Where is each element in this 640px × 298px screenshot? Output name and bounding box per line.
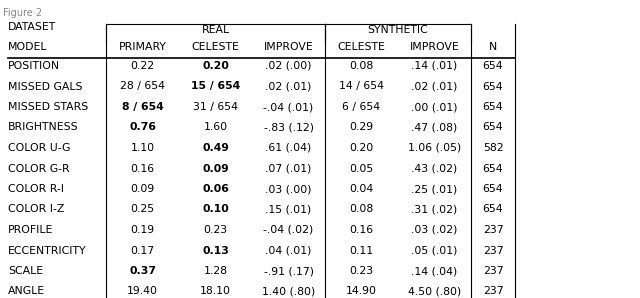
Text: 654: 654 bbox=[483, 61, 503, 71]
Text: MISSED STARS: MISSED STARS bbox=[8, 102, 88, 112]
Text: 0.49: 0.49 bbox=[202, 143, 229, 153]
Text: 0.05: 0.05 bbox=[349, 164, 374, 173]
Text: 1.28: 1.28 bbox=[204, 266, 227, 276]
Text: 14.90: 14.90 bbox=[346, 286, 377, 297]
Text: 15 / 654: 15 / 654 bbox=[191, 81, 240, 91]
Text: 0.76: 0.76 bbox=[129, 122, 156, 133]
Text: 237: 237 bbox=[483, 266, 503, 276]
Text: 0.10: 0.10 bbox=[202, 204, 229, 215]
Text: -.83 (.12): -.83 (.12) bbox=[264, 122, 314, 133]
Text: 0.09: 0.09 bbox=[202, 164, 229, 173]
Text: 0.20: 0.20 bbox=[202, 61, 229, 71]
Text: 654: 654 bbox=[483, 81, 503, 91]
Text: CELESTE: CELESTE bbox=[337, 42, 385, 52]
Text: 237: 237 bbox=[483, 225, 503, 235]
Text: MISSED GALS: MISSED GALS bbox=[8, 81, 83, 91]
Text: 654: 654 bbox=[483, 122, 503, 133]
Text: PROFILE: PROFILE bbox=[8, 225, 53, 235]
Text: .03 (.00): .03 (.00) bbox=[265, 184, 312, 194]
Text: 0.13: 0.13 bbox=[202, 246, 229, 255]
Text: 1.60: 1.60 bbox=[204, 122, 228, 133]
Text: 1.40 (.80): 1.40 (.80) bbox=[262, 286, 315, 297]
Text: COLOR U-G: COLOR U-G bbox=[8, 143, 70, 153]
Text: 1.06 (.05): 1.06 (.05) bbox=[408, 143, 461, 153]
Text: 0.16: 0.16 bbox=[349, 225, 374, 235]
Text: .15 (.01): .15 (.01) bbox=[266, 204, 312, 215]
Text: .14 (.01): .14 (.01) bbox=[412, 61, 458, 71]
Text: ECCENTRICITY: ECCENTRICITY bbox=[8, 246, 86, 255]
Text: IMPROVE: IMPROVE bbox=[264, 42, 314, 52]
Text: 0.09: 0.09 bbox=[131, 184, 155, 194]
Text: 654: 654 bbox=[483, 184, 503, 194]
Text: 31 / 654: 31 / 654 bbox=[193, 102, 238, 112]
Text: .04 (.01): .04 (.01) bbox=[266, 246, 312, 255]
Text: .25 (.01): .25 (.01) bbox=[412, 184, 458, 194]
Text: .07 (.01): .07 (.01) bbox=[266, 164, 312, 173]
Text: .03 (.02): .03 (.02) bbox=[412, 225, 458, 235]
Text: COLOR I-Z: COLOR I-Z bbox=[8, 204, 65, 215]
Text: 0.17: 0.17 bbox=[131, 246, 155, 255]
Text: 18.10: 18.10 bbox=[200, 286, 231, 297]
Text: .61 (.04): .61 (.04) bbox=[266, 143, 312, 153]
Text: .14 (.04): .14 (.04) bbox=[412, 266, 458, 276]
Text: POSITION: POSITION bbox=[8, 61, 60, 71]
Text: SYNTHETIC: SYNTHETIC bbox=[367, 25, 428, 35]
Text: -.04 (.02): -.04 (.02) bbox=[264, 225, 314, 235]
Text: 0.04: 0.04 bbox=[349, 184, 374, 194]
Text: .00 (.01): .00 (.01) bbox=[412, 102, 458, 112]
Text: .02 (.01): .02 (.01) bbox=[412, 81, 458, 91]
Text: 0.16: 0.16 bbox=[131, 164, 155, 173]
Text: 0.23: 0.23 bbox=[204, 225, 228, 235]
Text: 0.22: 0.22 bbox=[131, 61, 155, 71]
Text: BRIGHTNESS: BRIGHTNESS bbox=[8, 122, 79, 133]
Text: 654: 654 bbox=[483, 102, 503, 112]
Text: DATASET: DATASET bbox=[8, 22, 56, 32]
Text: -.04 (.01): -.04 (.01) bbox=[264, 102, 314, 112]
Text: Figure 2: Figure 2 bbox=[3, 8, 42, 18]
Text: REAL: REAL bbox=[202, 25, 230, 35]
Text: ANGLE: ANGLE bbox=[8, 286, 45, 297]
Text: .47 (.08): .47 (.08) bbox=[412, 122, 458, 133]
Text: 19.40: 19.40 bbox=[127, 286, 158, 297]
Text: 0.11: 0.11 bbox=[349, 246, 374, 255]
Text: 0.20: 0.20 bbox=[349, 143, 374, 153]
Text: 8 / 654: 8 / 654 bbox=[122, 102, 163, 112]
Text: 237: 237 bbox=[483, 286, 503, 297]
Text: CELESTE: CELESTE bbox=[191, 42, 239, 52]
Text: 14 / 654: 14 / 654 bbox=[339, 81, 384, 91]
Text: .02 (.01): .02 (.01) bbox=[266, 81, 312, 91]
Text: .05 (.01): .05 (.01) bbox=[412, 246, 458, 255]
Text: 582: 582 bbox=[483, 143, 503, 153]
Text: -.91 (.17): -.91 (.17) bbox=[264, 266, 314, 276]
Text: 654: 654 bbox=[483, 204, 503, 215]
Text: 28 / 654: 28 / 654 bbox=[120, 81, 165, 91]
Text: 6 / 654: 6 / 654 bbox=[342, 102, 381, 112]
Text: .02 (.00): .02 (.00) bbox=[265, 61, 312, 71]
Text: 0.25: 0.25 bbox=[131, 204, 155, 215]
Text: 0.19: 0.19 bbox=[131, 225, 155, 235]
Text: IMPROVE: IMPROVE bbox=[410, 42, 460, 52]
Text: COLOR G-R: COLOR G-R bbox=[8, 164, 70, 173]
Text: PRIMARY: PRIMARY bbox=[118, 42, 166, 52]
Text: 1.10: 1.10 bbox=[131, 143, 155, 153]
Text: .43 (.02): .43 (.02) bbox=[412, 164, 458, 173]
Text: 0.29: 0.29 bbox=[349, 122, 374, 133]
Text: SCALE: SCALE bbox=[8, 266, 43, 276]
Text: MODEL: MODEL bbox=[8, 42, 47, 52]
Text: 0.08: 0.08 bbox=[349, 61, 374, 71]
Text: 0.08: 0.08 bbox=[349, 204, 374, 215]
Text: 0.37: 0.37 bbox=[129, 266, 156, 276]
Text: 237: 237 bbox=[483, 246, 503, 255]
Text: 0.06: 0.06 bbox=[202, 184, 229, 194]
Text: 654: 654 bbox=[483, 164, 503, 173]
Text: N: N bbox=[489, 42, 497, 52]
Text: COLOR R-I: COLOR R-I bbox=[8, 184, 64, 194]
Text: 0.23: 0.23 bbox=[349, 266, 374, 276]
Text: 4.50 (.80): 4.50 (.80) bbox=[408, 286, 461, 297]
Text: .31 (.02): .31 (.02) bbox=[412, 204, 458, 215]
